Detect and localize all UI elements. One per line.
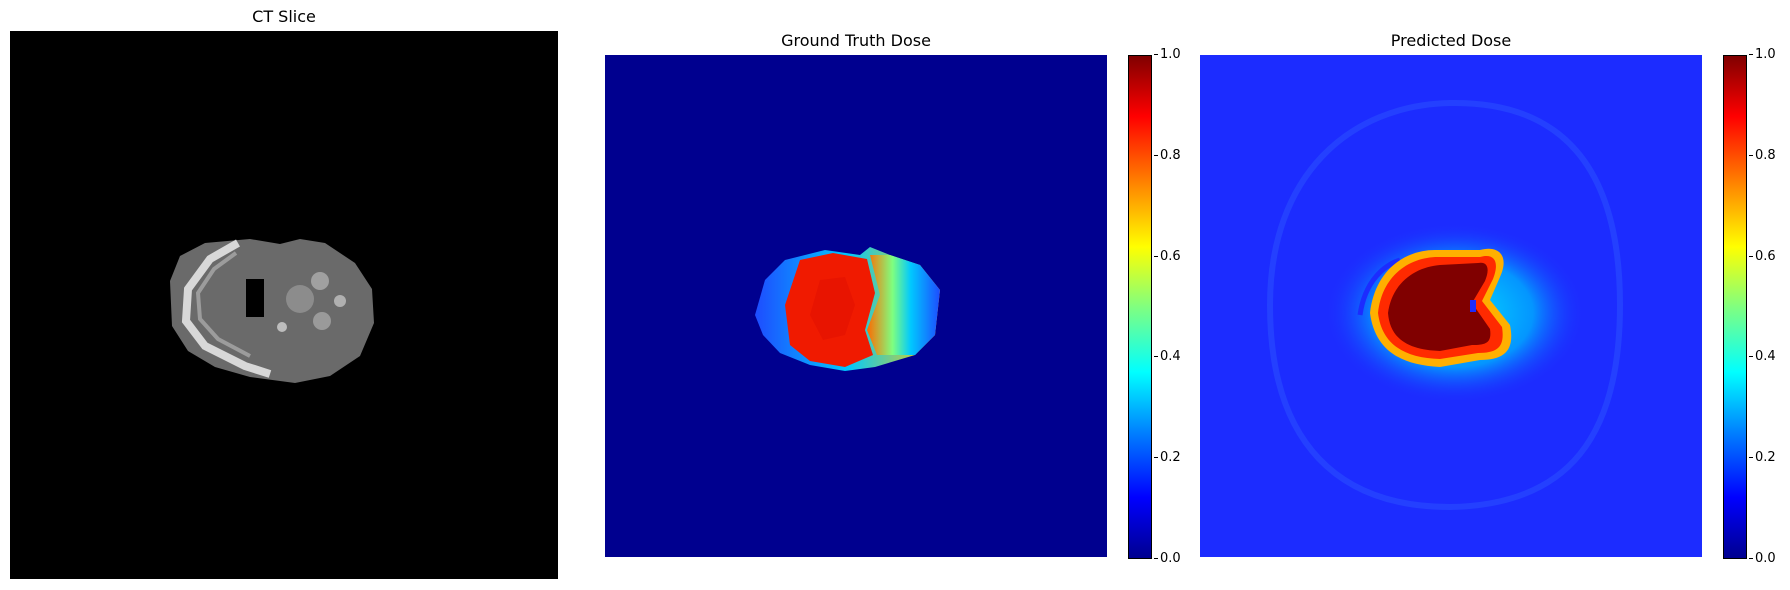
pred-tick-label: 0.0 bbox=[1749, 551, 1776, 566]
gt-tick-label: 1.0 bbox=[1154, 47, 1181, 62]
pred-tick-label: 0.2 bbox=[1749, 450, 1776, 465]
predicted-colorbar bbox=[1723, 55, 1747, 559]
ground-truth-dose-image bbox=[605, 55, 1107, 557]
pred-tick-label: 0.6 bbox=[1749, 249, 1776, 264]
ct-slice-title: CT Slice bbox=[252, 7, 316, 26]
gt-tick-label: 0.8 bbox=[1154, 148, 1181, 163]
gt-tick-label: 0.0 bbox=[1154, 551, 1181, 566]
gt-tick-label: 0.6 bbox=[1154, 249, 1181, 264]
ct-slice-image bbox=[10, 31, 558, 579]
pred-tick-label: 1.0 bbox=[1749, 47, 1776, 62]
pred-tick-label: 0.4 bbox=[1749, 349, 1776, 364]
gt-tick-label: 0.2 bbox=[1154, 450, 1181, 465]
predicted-dose-title: Predicted Dose bbox=[1390, 31, 1512, 50]
ground-truth-dose-title: Ground Truth Dose bbox=[781, 31, 931, 50]
predicted-dose-image bbox=[1200, 55, 1702, 557]
gt-tick-label: 0.4 bbox=[1154, 349, 1181, 364]
ground-truth-colorbar bbox=[1128, 55, 1152, 559]
pred-tick-label: 0.8 bbox=[1749, 148, 1776, 163]
